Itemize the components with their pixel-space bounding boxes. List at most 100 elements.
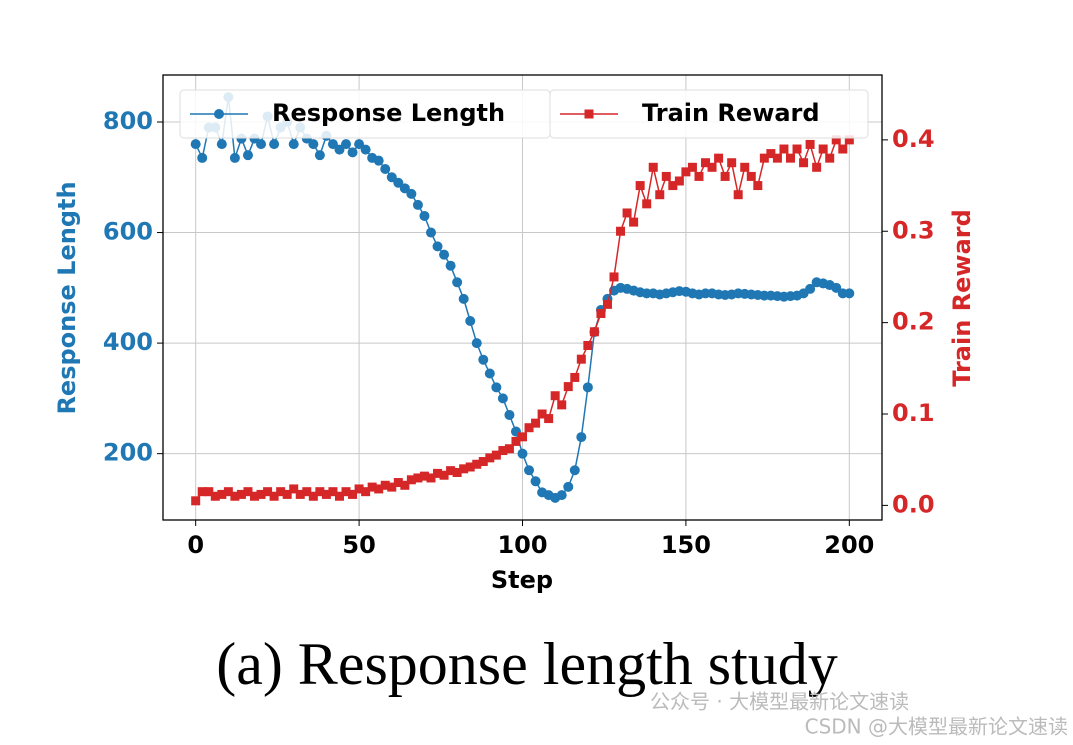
- marker: [413, 473, 423, 483]
- marker: [361, 487, 371, 497]
- watermark: 公众号 · 大模型最新论文速读: [650, 690, 909, 714]
- marker: [445, 260, 456, 271]
- marker: [648, 162, 658, 172]
- marker: [288, 139, 299, 150]
- marker: [295, 489, 305, 499]
- marker: [563, 382, 573, 392]
- y2-tick-label: 0.1: [892, 399, 935, 427]
- marker: [831, 282, 842, 293]
- marker: [256, 139, 267, 150]
- marker: [216, 139, 227, 150]
- marker: [452, 277, 463, 288]
- y2-tick-label: 0.0: [892, 490, 935, 518]
- marker: [348, 489, 358, 499]
- marker: [759, 153, 769, 163]
- marker: [465, 462, 475, 472]
- marker: [622, 208, 632, 218]
- marker: [472, 459, 482, 469]
- marker: [334, 491, 344, 501]
- y2-tick-label: 0.2: [892, 308, 935, 336]
- marker: [204, 487, 214, 497]
- marker: [544, 414, 554, 424]
- marker: [439, 249, 450, 260]
- legend-label: Response Length: [272, 99, 505, 127]
- marker: [504, 409, 515, 420]
- marker: [589, 327, 599, 337]
- y-axis-label: Response Length: [53, 181, 81, 414]
- marker: [426, 473, 436, 483]
- marker: [655, 190, 665, 200]
- y-tick-label: 600: [103, 218, 153, 246]
- marker: [328, 487, 338, 497]
- marker: [412, 199, 423, 210]
- marker: [406, 475, 416, 485]
- watermark: CSDN @大模型最新论文速读: [805, 715, 1068, 739]
- marker: [629, 217, 639, 227]
- marker: [452, 467, 462, 477]
- marker: [315, 487, 325, 497]
- marker: [563, 481, 574, 492]
- y-tick-label: 200: [103, 439, 153, 467]
- marker: [471, 338, 482, 349]
- marker: [799, 158, 809, 168]
- marker: [190, 139, 201, 150]
- marker: [498, 446, 508, 456]
- marker: [681, 167, 691, 177]
- marker: [583, 340, 593, 350]
- marker: [491, 382, 502, 393]
- marker: [236, 489, 246, 499]
- marker: [753, 181, 763, 191]
- marker: [243, 487, 253, 497]
- y2-tick-label: 0.3: [892, 216, 935, 244]
- marker: [825, 153, 835, 163]
- marker: [229, 152, 240, 163]
- marker: [569, 465, 580, 476]
- marker: [289, 484, 299, 494]
- marker: [701, 158, 711, 168]
- marker: [805, 283, 816, 294]
- marker: [497, 393, 508, 404]
- legend-marker: [584, 109, 594, 119]
- marker: [354, 139, 365, 150]
- marker: [524, 423, 534, 433]
- marker: [347, 147, 358, 158]
- marker: [458, 293, 469, 304]
- marker: [263, 487, 273, 497]
- marker: [766, 149, 776, 159]
- marker: [269, 139, 280, 150]
- marker: [576, 432, 587, 443]
- marker: [537, 409, 547, 419]
- marker: [374, 484, 384, 494]
- marker: [223, 487, 233, 497]
- marker: [570, 372, 580, 382]
- marker: [687, 162, 697, 172]
- marker: [844, 288, 855, 299]
- marker: [805, 139, 815, 149]
- marker: [341, 487, 351, 497]
- marker: [707, 162, 717, 172]
- marker: [642, 199, 652, 209]
- marker: [197, 487, 207, 497]
- marker: [785, 153, 795, 163]
- marker: [661, 171, 671, 181]
- marker: [517, 448, 528, 459]
- y-tick-label: 800: [103, 107, 153, 135]
- marker: [256, 489, 266, 499]
- marker: [334, 144, 345, 155]
- marker: [197, 152, 208, 163]
- marker: [380, 480, 390, 490]
- marker: [531, 418, 541, 428]
- marker: [191, 496, 201, 506]
- marker: [491, 450, 501, 460]
- marker: [433, 468, 443, 478]
- marker: [727, 158, 737, 168]
- marker: [439, 470, 449, 480]
- y2-axis-label: Train Reward: [948, 209, 976, 387]
- marker: [269, 491, 279, 501]
- plot-frame: [162, 74, 883, 521]
- marker: [230, 491, 240, 501]
- marker: [511, 436, 521, 446]
- marker: [373, 155, 384, 166]
- marker: [812, 162, 822, 172]
- marker: [720, 171, 730, 181]
